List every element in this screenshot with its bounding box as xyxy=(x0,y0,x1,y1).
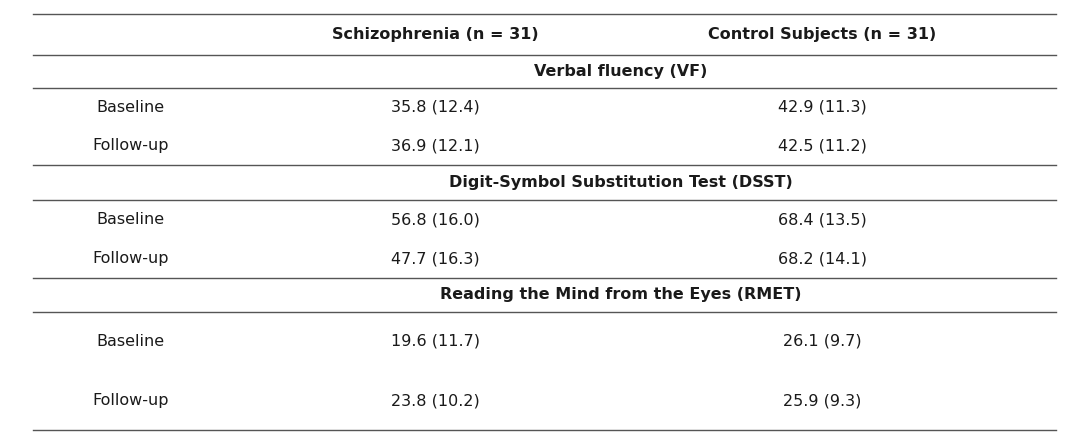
Text: 42.9 (11.3): 42.9 (11.3) xyxy=(778,100,867,115)
Text: 36.9 (12.1): 36.9 (12.1) xyxy=(391,138,480,153)
Text: Follow-up: Follow-up xyxy=(93,393,169,408)
Text: 42.5 (11.2): 42.5 (11.2) xyxy=(778,138,867,153)
Text: Follow-up: Follow-up xyxy=(93,138,169,153)
Text: 47.7 (16.3): 47.7 (16.3) xyxy=(391,251,480,266)
Text: Follow-up: Follow-up xyxy=(93,251,169,266)
Text: 35.8 (12.4): 35.8 (12.4) xyxy=(391,100,480,115)
Text: Baseline: Baseline xyxy=(97,212,164,227)
Text: 56.8 (16.0): 56.8 (16.0) xyxy=(391,212,480,227)
Text: Control Subjects (n = 31): Control Subjects (n = 31) xyxy=(708,27,937,42)
Text: 68.2 (14.1): 68.2 (14.1) xyxy=(778,251,867,266)
Text: 25.9 (9.3): 25.9 (9.3) xyxy=(783,393,861,408)
Text: 23.8 (10.2): 23.8 (10.2) xyxy=(391,393,480,408)
Text: Baseline: Baseline xyxy=(97,334,164,349)
Text: 68.4 (13.5): 68.4 (13.5) xyxy=(778,212,867,227)
Text: Baseline: Baseline xyxy=(97,100,164,115)
Text: 19.6 (11.7): 19.6 (11.7) xyxy=(391,334,480,349)
Text: Digit-Symbol Substitution Test (DSST): Digit-Symbol Substitution Test (DSST) xyxy=(449,175,793,190)
Text: Verbal fluency (VF): Verbal fluency (VF) xyxy=(534,64,708,79)
Text: Schizophrenia (n = 31): Schizophrenia (n = 31) xyxy=(332,27,539,42)
Text: 26.1 (9.7): 26.1 (9.7) xyxy=(783,334,861,349)
Text: Reading the Mind from the Eyes (RMET): Reading the Mind from the Eyes (RMET) xyxy=(440,288,802,303)
